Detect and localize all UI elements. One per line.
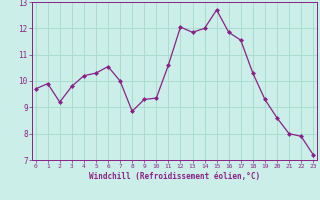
X-axis label: Windchill (Refroidissement éolien,°C): Windchill (Refroidissement éolien,°C) <box>89 172 260 181</box>
